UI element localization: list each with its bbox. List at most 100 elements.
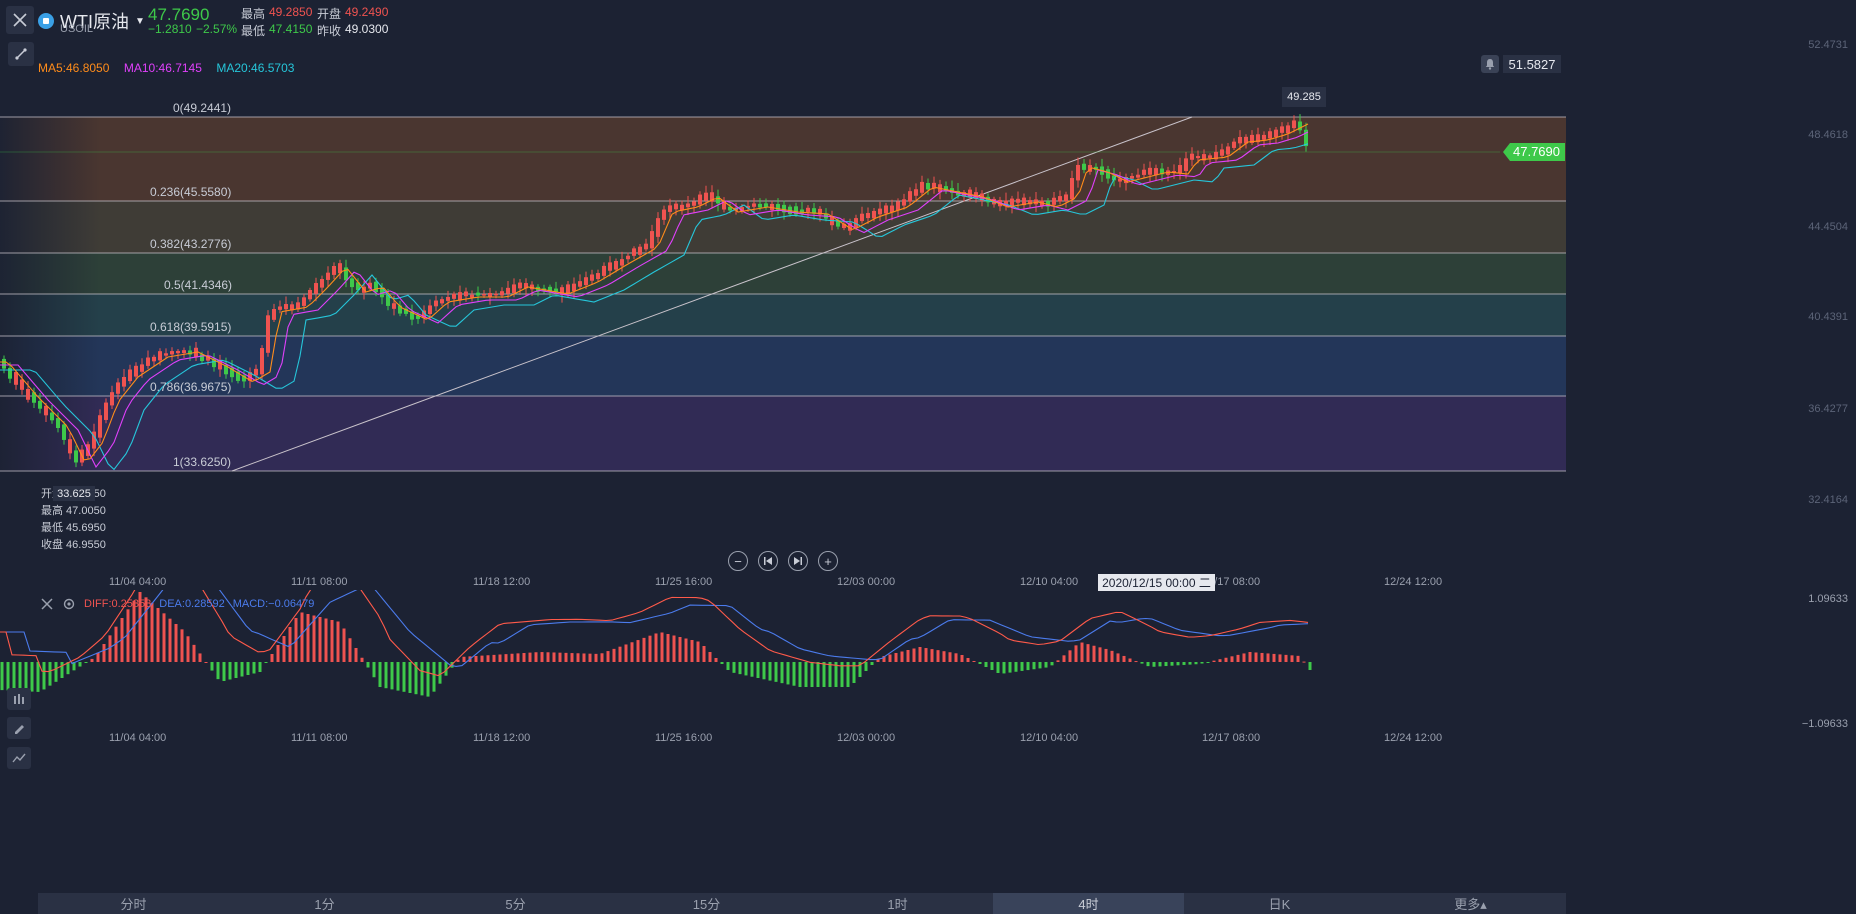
trend-line[interactable] xyxy=(231,116,1193,472)
ohlc-high: 最高 47.0050 xyxy=(41,505,106,517)
x-axis-label: 11/11 08:00 xyxy=(291,732,348,744)
macd-bar xyxy=(1260,652,1264,662)
bell-icon[interactable] xyxy=(1481,55,1499,73)
macd-bar xyxy=(1152,662,1156,667)
candle-body xyxy=(278,306,282,310)
macd-bar xyxy=(1206,662,1210,663)
macd-bar xyxy=(684,638,688,662)
high-value: 49.2850 xyxy=(269,5,313,19)
macd-bar xyxy=(978,662,982,664)
scroll-end-button[interactable] xyxy=(788,551,808,571)
candle-body xyxy=(806,207,810,212)
tab-timeframe[interactable]: 5分 xyxy=(505,897,526,912)
x-axis-label: 11/04 04:00 xyxy=(109,732,167,744)
macd-bar xyxy=(276,645,280,662)
crosshair-date-label: 2020/12/15 00:00 二 xyxy=(1098,574,1215,591)
candle-body xyxy=(344,267,348,281)
macd-bar xyxy=(1170,662,1174,666)
candle-body xyxy=(44,405,48,416)
macd-bar xyxy=(966,658,970,662)
tab-timeframe[interactable]: 更多▴ xyxy=(1454,897,1487,912)
close-indicator-icon[interactable] xyxy=(40,597,54,611)
scroll-start-button[interactable] xyxy=(758,551,778,571)
candlestick-chart[interactable] xyxy=(0,0,1856,580)
zoom-out-button[interactable]: − xyxy=(728,551,748,571)
high-label: 最高 xyxy=(241,7,266,21)
zoom-in-button[interactable]: + xyxy=(818,551,838,571)
macd-bar xyxy=(342,628,346,662)
macd-bar xyxy=(1038,662,1042,669)
candle-body xyxy=(266,315,270,353)
candle-body xyxy=(38,400,42,409)
candle-body xyxy=(1172,171,1176,173)
candle-body xyxy=(464,291,468,297)
macd-bar xyxy=(504,654,508,662)
candle-body xyxy=(968,189,972,198)
timeframe-tabbar xyxy=(38,893,1566,914)
macd-bar xyxy=(1074,645,1078,662)
x-axis-label: 11/11 08:00 xyxy=(291,576,348,588)
macd-bar xyxy=(36,662,40,692)
macd-bar xyxy=(1014,662,1018,672)
macd-bar xyxy=(870,662,874,665)
macd-bar xyxy=(894,653,898,662)
macd-bar xyxy=(366,662,370,668)
macd-bar xyxy=(996,662,1000,673)
fib-band xyxy=(0,253,1566,294)
candle-body xyxy=(752,203,756,207)
macd-bar xyxy=(54,662,58,682)
candle-body xyxy=(596,273,600,280)
tab-timeframe[interactable]: 日K xyxy=(1268,897,1291,912)
macd-bar xyxy=(240,662,244,677)
candle-body xyxy=(1004,200,1008,206)
fib-level-label: 0.618(39.5915) xyxy=(150,320,232,334)
macd-bar xyxy=(324,618,328,662)
macd-chart[interactable] xyxy=(0,590,1856,740)
candle-body xyxy=(104,402,108,420)
candle-body xyxy=(518,282,522,289)
symbol-selector[interactable]: WTI原油 ▼ xyxy=(38,8,145,34)
settings-gear-icon[interactable] xyxy=(62,597,76,611)
macd-bar xyxy=(120,618,124,662)
candle-body xyxy=(140,364,144,372)
drawing-tools-button[interactable] xyxy=(8,42,34,66)
macd-bar xyxy=(252,662,256,674)
tab-timeframe[interactable]: 分时 xyxy=(120,897,147,912)
candle-body xyxy=(548,286,552,293)
candle-body xyxy=(350,278,354,288)
candle-body xyxy=(434,300,438,307)
macd-bar xyxy=(132,600,136,662)
symbol-code: USOIL xyxy=(60,23,94,35)
pencil-tool-button[interactable] xyxy=(7,717,31,739)
alert-price[interactable]: 51.5827 xyxy=(1503,55,1561,73)
macd-bar xyxy=(138,592,142,662)
macd-bar xyxy=(750,662,754,677)
macd-axis-bottom: −1.09633 xyxy=(1801,718,1848,730)
macd-bar xyxy=(846,662,850,687)
candle-body xyxy=(794,206,798,215)
tab-timeframe[interactable]: 4时 xyxy=(993,893,1184,914)
macd-bar xyxy=(570,653,574,662)
tab-timeframe[interactable]: 15分 xyxy=(692,897,721,912)
tab-timeframe[interactable]: 1分 xyxy=(314,897,335,912)
x-axis-label: 12/24 12:00 xyxy=(1384,576,1443,588)
candle-body xyxy=(1244,136,1248,144)
line-chart-tool-button[interactable] xyxy=(7,747,31,769)
close-chart-button[interactable] xyxy=(6,6,34,34)
macd-bar xyxy=(108,635,112,662)
skip-back-icon xyxy=(764,557,772,565)
candle-body xyxy=(458,292,462,301)
macd-bar xyxy=(1104,648,1108,662)
candle-body xyxy=(644,243,648,250)
candle-body xyxy=(1088,165,1092,172)
macd-bar xyxy=(576,653,580,662)
tab-timeframe[interactable]: 1时 xyxy=(887,897,908,912)
candle-body xyxy=(1202,154,1206,161)
macd-bar xyxy=(348,638,352,662)
candle-body xyxy=(254,368,258,376)
macd-bar xyxy=(540,652,544,662)
candle-body xyxy=(494,293,498,296)
candle-body xyxy=(1190,153,1194,160)
candle-body xyxy=(1286,125,1290,134)
indicator-tool-button[interactable] xyxy=(7,688,31,710)
